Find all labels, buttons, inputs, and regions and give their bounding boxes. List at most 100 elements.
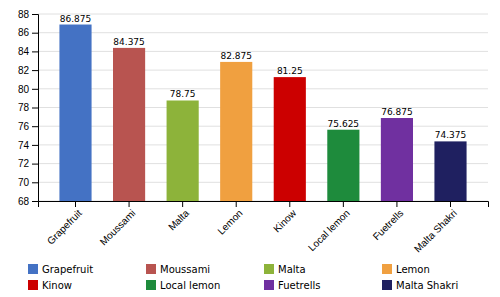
grid-line: [38, 32, 488, 33]
data-labels: 86.87584.37578.7582.87581.2575.62576.875…: [60, 14, 467, 141]
tick: 86: [18, 27, 38, 38]
tick: 80: [18, 84, 38, 95]
legend-swatch: [146, 264, 156, 274]
tick-label: 80: [18, 84, 30, 95]
tick: Malta Shakri: [412, 201, 459, 254]
legend-item: Moussami: [146, 264, 210, 275]
data-label: 76.875: [381, 107, 413, 117]
legend-item: Kinow: [28, 280, 72, 291]
data-label: 86.875: [60, 14, 92, 24]
tick: 84: [18, 46, 38, 57]
bar: [167, 100, 199, 201]
tick-mark: [32, 201, 38, 202]
plot: 68 70 72 74 76 78 80 82 84 86 88 Grapefruit Moussami…: [18, 9, 489, 255]
tick: Moussami: [98, 201, 138, 247]
tick: Malta: [166, 201, 191, 232]
legend-label: Malta Shakri: [396, 280, 458, 291]
tick-label: Moussami: [98, 207, 138, 247]
legend: Grapefruit Moussami Malta Lemon Kinow Local l…: [28, 264, 458, 291]
grid-line: [38, 14, 488, 15]
legend-item: Local lemon: [146, 280, 220, 291]
tick-label: Malta Shakri: [412, 207, 459, 254]
tick: Local lemon: [306, 201, 352, 253]
tick: 76: [18, 121, 38, 132]
tick-mark: [32, 70, 38, 71]
tick-mark: [32, 51, 38, 52]
grid-line: [38, 182, 488, 183]
tick-label: 86: [18, 27, 30, 38]
legend-swatch: [28, 264, 38, 274]
y-axis: 68 70 72 74 76 78 80 82 84 86 88: [18, 9, 39, 207]
tick-label: Lemon: [215, 207, 244, 236]
chart: 68 70 72 74 76 78 80 82 84 86 88 Grapefruit Moussami…: [0, 0, 500, 297]
tick-mark: [32, 108, 38, 109]
legend-swatch: [264, 264, 274, 274]
bars: [59, 25, 466, 201]
tick: 72: [18, 158, 38, 169]
tick-label: 72: [18, 158, 30, 169]
grid-line: [38, 144, 488, 145]
data-label: 75.625: [328, 119, 360, 129]
tick-label: Malta: [166, 207, 191, 232]
tick-label: 70: [18, 177, 30, 188]
tick-mark: [129, 201, 130, 207]
legend-label: Local lemon: [160, 280, 220, 291]
tick-label: 84: [18, 46, 30, 57]
legend-swatch: [264, 280, 274, 290]
tick: 78: [18, 102, 38, 113]
tick-label: Local lemon: [306, 207, 352, 253]
legend-label: Moussami: [160, 264, 210, 275]
tick-label: 88: [18, 9, 30, 20]
data-label: 74.375: [435, 130, 467, 140]
tick: 68: [18, 196, 38, 207]
tick: 74: [18, 140, 38, 151]
grid: [38, 14, 488, 201]
legend-item: Malta: [264, 264, 306, 275]
data-label: 78.75: [170, 89, 196, 99]
bar: [220, 62, 252, 201]
tick-mark: [182, 201, 183, 207]
tick: 70: [18, 177, 38, 188]
tick-label: 74: [18, 140, 30, 151]
tick-mark: [236, 201, 237, 207]
tick: Fuetrells: [371, 201, 406, 242]
legend-label: Grapefruit: [42, 264, 93, 275]
tick-mark: [32, 33, 38, 34]
legend-item: Fuetrells: [264, 280, 320, 291]
tick-label: Kinow: [271, 207, 299, 235]
grid-line: [38, 126, 488, 127]
tick-label: 78: [18, 102, 30, 113]
grid-line: [38, 88, 488, 89]
data-label: 84.375: [113, 37, 145, 47]
axis-line: [32, 15, 39, 202]
grid-line: [38, 163, 488, 164]
tick-mark: [32, 164, 38, 165]
tick-label: Grapefruit: [45, 207, 84, 246]
legend-label: Fuetrells: [278, 280, 320, 291]
tick-mark: [450, 201, 451, 207]
tick-label: 76: [18, 121, 30, 132]
legend-swatch: [382, 264, 392, 274]
tick-mark: [343, 201, 344, 207]
tick: 82: [18, 65, 38, 76]
grid-line: [38, 51, 488, 52]
bar: [113, 48, 145, 201]
tick-mark: [396, 201, 397, 207]
bar: [274, 77, 306, 201]
tick-mark: [32, 182, 38, 183]
grid-line: [38, 107, 488, 108]
tick-label: Fuetrells: [371, 207, 406, 242]
legend-swatch: [146, 280, 156, 290]
grid-line: [38, 70, 488, 71]
legend-item: Grapefruit: [28, 264, 93, 275]
tick-label: 68: [18, 196, 30, 207]
bar: [381, 118, 413, 201]
tick: 88: [18, 9, 38, 20]
legend-item: Lemon: [382, 264, 430, 275]
axis-line: [39, 202, 489, 208]
tick-mark: [289, 201, 290, 207]
tick: Lemon: [215, 201, 244, 237]
legend-swatch: [28, 280, 38, 290]
tick: Kinow: [271, 201, 299, 234]
data-label: 81.25: [277, 66, 303, 76]
